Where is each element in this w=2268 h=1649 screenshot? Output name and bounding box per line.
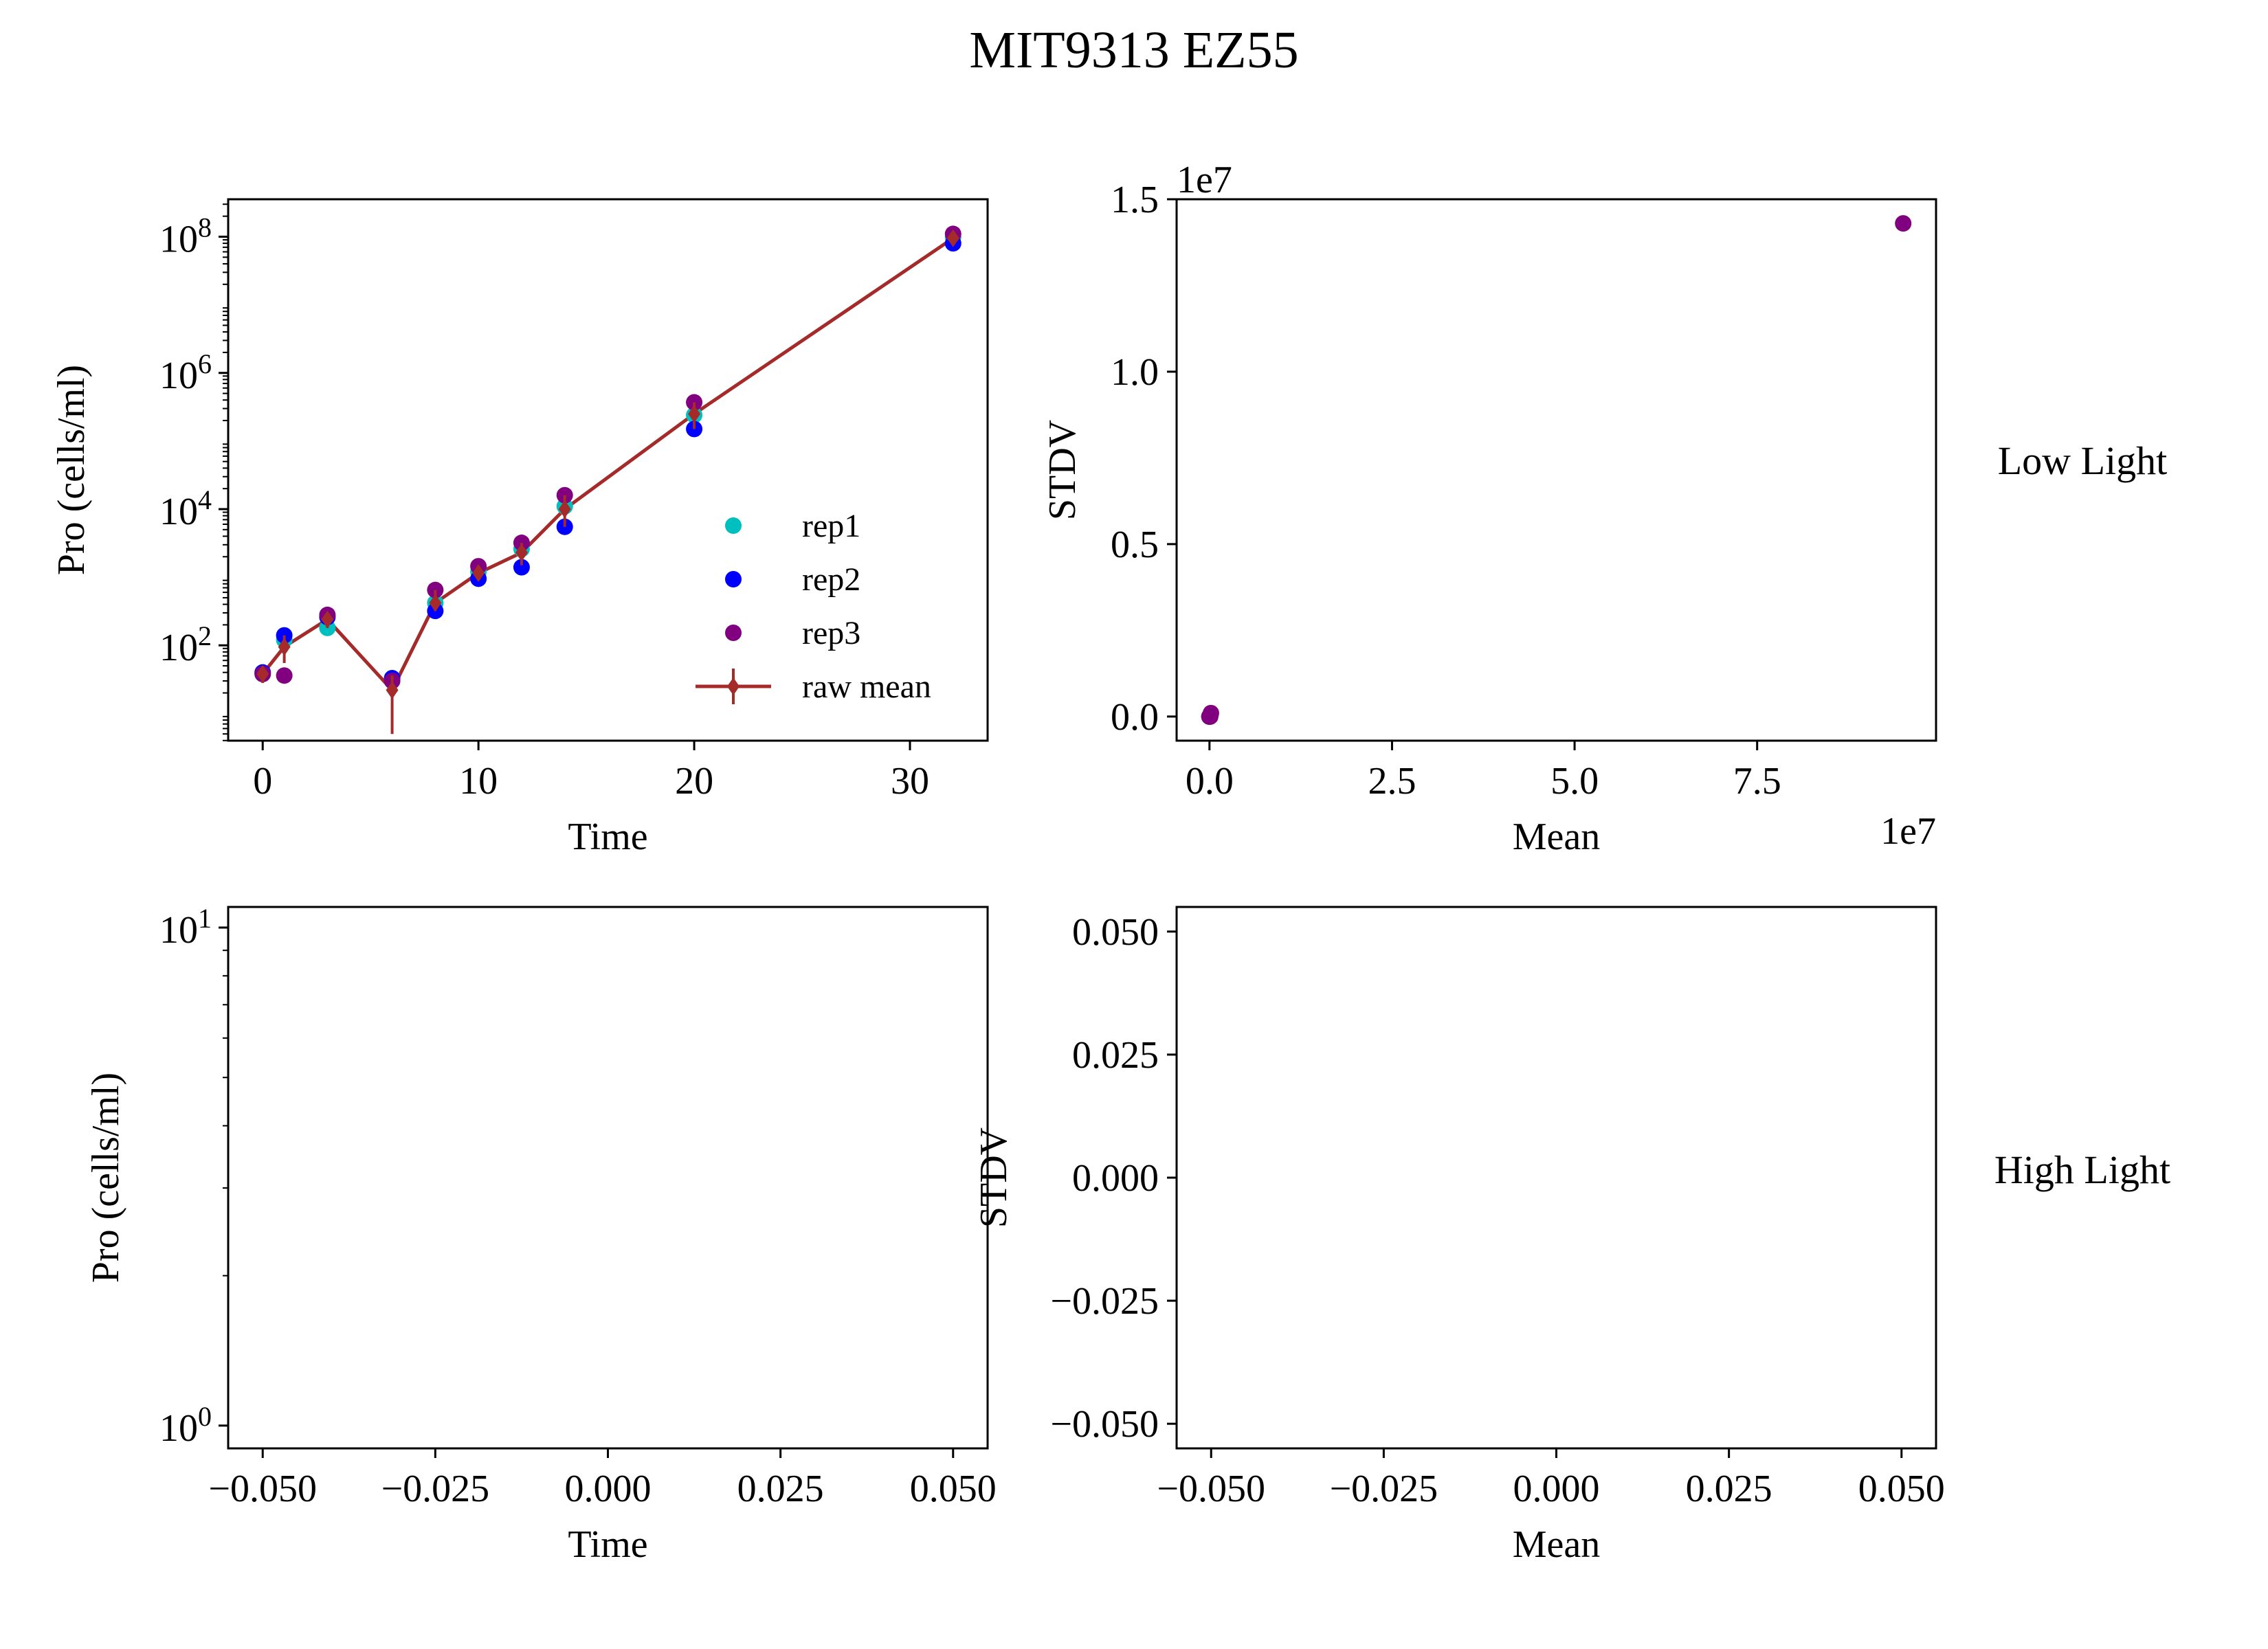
x-axis-label: Mean [1513,1523,1601,1566]
y-axis-label: STDV [972,1128,1015,1228]
row-label-high-light: High Light [1994,1147,2170,1192]
y-axis-label: Pro (cells/ml) [50,365,93,575]
x-axis-label: Time [568,1523,647,1566]
panel-low-time: Time 0 10 20 30 102 104 106 108 Pro (cells/ml) rep… [50,198,989,858]
x-tick-label: 0 [253,760,272,803]
x-tick-label: 5.0 [1550,760,1599,803]
panel-high-time: Time −0.050 −0.025 0.000 0.025 0.050 100 101 Pro… [85,903,997,1566]
raw-mean-marker [558,500,571,518]
x-offset-label: 1e7 [1880,810,1936,853]
legend-label: raw mean [802,669,931,705]
y-tick-label: 0.025 [1072,1034,1159,1077]
y-tick-label: 1.0 [1111,351,1159,394]
legend-marker [725,625,742,641]
y-tick-label: 101 [159,903,212,952]
x-tick-label: 0.000 [565,1468,652,1510]
x-tick-label: 20 [675,760,713,803]
panel-low-meanstd: Mean 0.0 2.5 5.0 7.5 0.0 0.5 1.0 1.5 STDV 1e7 1e7 [1041,159,1937,858]
y-tick-label: 0.0 [1111,696,1159,739]
legend-marker [727,677,740,695]
y-tick-label: −0.050 [1050,1403,1159,1446]
legend-label: rep3 [802,615,860,651]
y-tick-label: 1.5 [1111,179,1159,221]
y-axis-label: Pro (cells/ml) [85,1073,127,1283]
x-tick-label: 0.025 [737,1468,824,1510]
raw-mean-marker [429,594,442,612]
x-axis-label: Mean [1513,816,1601,858]
y-axis-label: STDV [1041,420,1084,520]
x-tick-label: −0.025 [1330,1468,1438,1510]
raw-mean-marker [472,564,485,583]
x-tick-label: 0.050 [910,1468,997,1510]
axes-frame [1175,198,1937,742]
x-tick-label: 10 [459,760,498,803]
x-tick-label: 0.0 [1186,760,1234,803]
y-offset-label: 1e7 [1177,159,1232,201]
x-tick-label: 7.5 [1733,760,1781,803]
raw-mean-marker [278,638,291,656]
data-point [1202,704,1219,721]
legend-label: rep2 [802,561,860,598]
y-tick-label: 0.000 [1072,1157,1159,1200]
x-tick-label: 0.050 [1858,1468,1945,1510]
x-tick-label: −0.050 [208,1468,317,1510]
legend-marker [725,517,742,534]
data-point [1895,215,1912,232]
x-tick-label: −0.025 [381,1468,490,1510]
y-tick-label: 0.050 [1072,911,1159,954]
axes-frame [227,906,989,1450]
figure-title: MIT9313 EZ55 [969,21,1298,79]
axes-frame [227,198,989,742]
row-label-low-light: Low Light [1998,438,2167,483]
raw-mean-marker [256,664,269,683]
legend-label: rep1 [802,508,860,544]
raw-mean-marker [946,229,959,247]
axes-frame [1175,906,1937,1450]
raw-mean-marker [321,610,334,629]
legend-marker [725,571,742,587]
panel-high-meanstd: Mean −0.050 −0.025 0.000 0.025 0.050 −0.050 −0.… [972,906,1945,1566]
y-tick-label: 100 [159,1401,212,1450]
y-tick-label: 102 [159,620,212,669]
x-tick-label: 2.5 [1368,760,1416,803]
y-tick-label: 104 [159,484,212,533]
x-axis-label: Time [568,816,647,858]
raw-mean-marker [386,681,399,699]
x-tick-label: 30 [891,760,929,803]
raw-mean-marker [515,543,528,562]
y-tick-label: 106 [159,348,212,397]
rep2-point [513,559,530,576]
y-tick-label: 0.5 [1111,524,1159,566]
x-tick-label: 0.000 [1513,1468,1600,1510]
raw-mean-line [261,236,955,693]
y-tick-label: 108 [159,212,212,261]
raw-mean-marker [688,405,701,423]
x-tick-label: 0.025 [1686,1468,1772,1510]
rep3-point [276,667,293,684]
x-tick-label: −0.050 [1157,1468,1265,1510]
y-tick-label: −0.025 [1050,1280,1159,1323]
